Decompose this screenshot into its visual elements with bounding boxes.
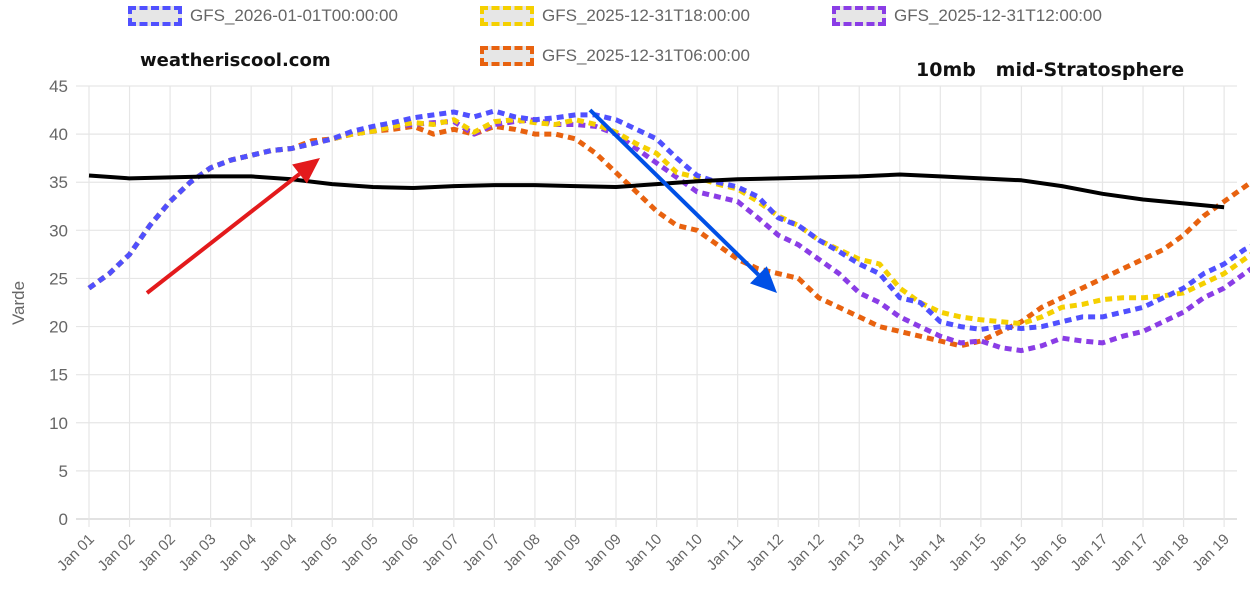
x-tick-label: Jan 17	[1067, 531, 1111, 575]
legend-item-gfs-2025-12-31t12[interactable]: GFS_2025-12-31T12:00:00	[832, 6, 1102, 26]
x-tick-label: Jan 14	[865, 531, 909, 575]
series-lines	[87, 108, 1250, 354]
y-tick-label: 30	[49, 221, 68, 240]
x-tick-label: Jan 05	[297, 531, 341, 575]
x-tick-label: Jan 01	[54, 531, 98, 575]
x-tick-label: Jan 02	[135, 531, 179, 575]
y-tick-label: 0	[59, 510, 68, 529]
series-gfs-2025-12-31t06-00-00	[87, 123, 1250, 349]
x-tick-label: Jan 06	[378, 531, 422, 575]
grid-lines	[76, 85, 1237, 527]
blue-arrow-icon	[588, 108, 760, 277]
x-tick-label: Jan 07	[459, 531, 503, 575]
x-tick-label: Jan 02	[94, 531, 138, 575]
y-axis-label: Varde	[9, 281, 28, 325]
arrowhead-icon	[292, 158, 320, 184]
x-tick-label: Jan 19	[1189, 531, 1233, 575]
x-tick-label: Jan 13	[824, 531, 868, 575]
annotation-arrows	[145, 108, 777, 295]
x-tick-label: Jan 10	[662, 531, 706, 575]
x-tick-label: Jan 10	[622, 531, 666, 575]
legend-label: GFS_2025-12-31T12:00:00	[894, 6, 1102, 25]
x-tick-label: Jan 11	[703, 531, 746, 574]
y-tick-label: 25	[49, 269, 68, 288]
x-tick-label: Jan 04	[216, 531, 260, 575]
y-tick-label: 35	[49, 173, 68, 192]
legend-swatch-icon	[480, 6, 534, 26]
y-axis-ticks: 0 5 10 15 20 25 30 35 40 45	[49, 77, 68, 529]
x-tick-label: Jan 09	[581, 531, 625, 575]
x-tick-label: Jan 05	[338, 531, 382, 575]
legend-swatch-icon	[480, 46, 534, 66]
x-tick-label: Jan 04	[257, 531, 301, 575]
series-climatology	[88, 172, 1225, 210]
x-tick-label: Jan 17	[1108, 531, 1152, 575]
x-tick-label: Jan 12	[784, 531, 828, 575]
x-tick-label: Jan 16	[1027, 531, 1071, 575]
level-title: 10mb mid-Stratosphere	[916, 59, 1185, 81]
x-tick-label: Jan 07	[419, 531, 463, 575]
x-tick-label: Jan 14	[905, 531, 949, 575]
x-tick-label: Jan 15	[986, 531, 1030, 575]
legend-label: GFS_2025-12-31T18:00:00	[542, 6, 750, 25]
site-watermark: weatheriscool.com	[140, 50, 331, 71]
x-tick-label: Jan 03	[176, 531, 220, 575]
x-tick-label: Jan 08	[500, 531, 544, 575]
red-arrow-icon	[145, 172, 301, 295]
y-tick-label: 20	[49, 318, 68, 337]
y-tick-label: 40	[49, 125, 68, 144]
legend-swatch-icon	[832, 6, 886, 26]
y-tick-label: 15	[49, 366, 68, 385]
legend-label: GFS_2026-01-01T00:00:00	[190, 6, 398, 25]
legend-swatch-icon	[128, 6, 182, 26]
x-tick-label: Jan 15	[946, 531, 990, 575]
y-tick-label: 5	[59, 462, 68, 481]
arrowhead-icon	[750, 266, 777, 293]
x-tick-label: Jan 09	[540, 531, 584, 575]
x-tick-label: Jan 12	[743, 531, 787, 575]
y-tick-label: 10	[49, 414, 68, 433]
legend-item-gfs-2025-12-31t06[interactable]: GFS_2025-12-31T06:00:00	[480, 46, 750, 66]
x-tick-label: Jan 18	[1149, 531, 1193, 575]
legend-item-gfs-2025-12-31t18[interactable]: GFS_2025-12-31T18:00:00	[480, 6, 750, 26]
chart-legend: GFS_2026-01-01T00:00:00 GFS_2025-12-31T1…	[0, 0, 1250, 80]
legend-label: GFS_2025-12-31T06:00:00	[542, 46, 750, 65]
y-tick-label: 45	[49, 77, 68, 96]
legend-item-gfs-2026-01-01t00[interactable]: GFS_2026-01-01T00:00:00	[128, 6, 398, 26]
